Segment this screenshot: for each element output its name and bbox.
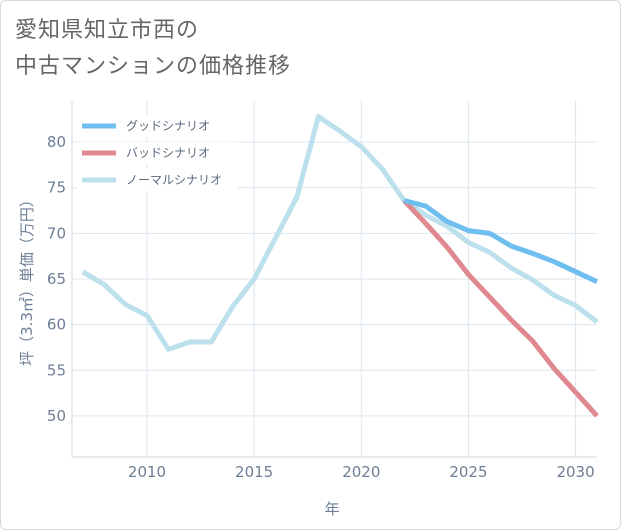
x-tick-label: 2025 [449,463,487,481]
bad-scenario-legend-label: バッドシナリオ [126,146,210,160]
x-axis-label: 年 [324,500,339,518]
x-tick-label: 2020 [342,463,380,481]
series-lines [81,114,599,418]
legend-item-background [78,142,238,164]
y-tick-label: 55 [47,361,66,379]
y-tick-label: 60 [47,316,66,334]
chart-title-line-1: 愛知県知立市西の [15,18,200,43]
chart-title: 愛知県知立市西の 中古マンションの価格推移 [15,13,291,85]
chart-title-line-2: 中古マンションの価格推移 [15,54,292,79]
normal-scenario-line [81,114,599,352]
normal-scenario-legend-label: ノーマルシナリオ [126,173,222,187]
x-tick-label: 2030 [556,463,594,481]
axes: 2010 2015 2020 2025 2030 50 55 60 65 70 75 80 [47,101,597,481]
x-tick-label: 2015 [235,463,273,481]
y-tick-label: 50 [47,407,66,425]
y-tick-label: 80 [47,133,66,151]
bad-scenario-line [402,198,599,418]
good-scenario-legend-label: グッドシナリオ [126,119,210,133]
y-tick-label: 70 [47,224,66,242]
legend-item-background [78,115,238,137]
y-axis-label: 坪（3.3㎡）単価（万円） [18,192,36,366]
good-scenario-line [403,198,599,284]
y-tick-label: 75 [47,179,66,197]
y-tick-label: 65 [47,270,66,288]
legend-item-background [78,169,238,191]
x-tick-label: 2010 [128,463,166,481]
